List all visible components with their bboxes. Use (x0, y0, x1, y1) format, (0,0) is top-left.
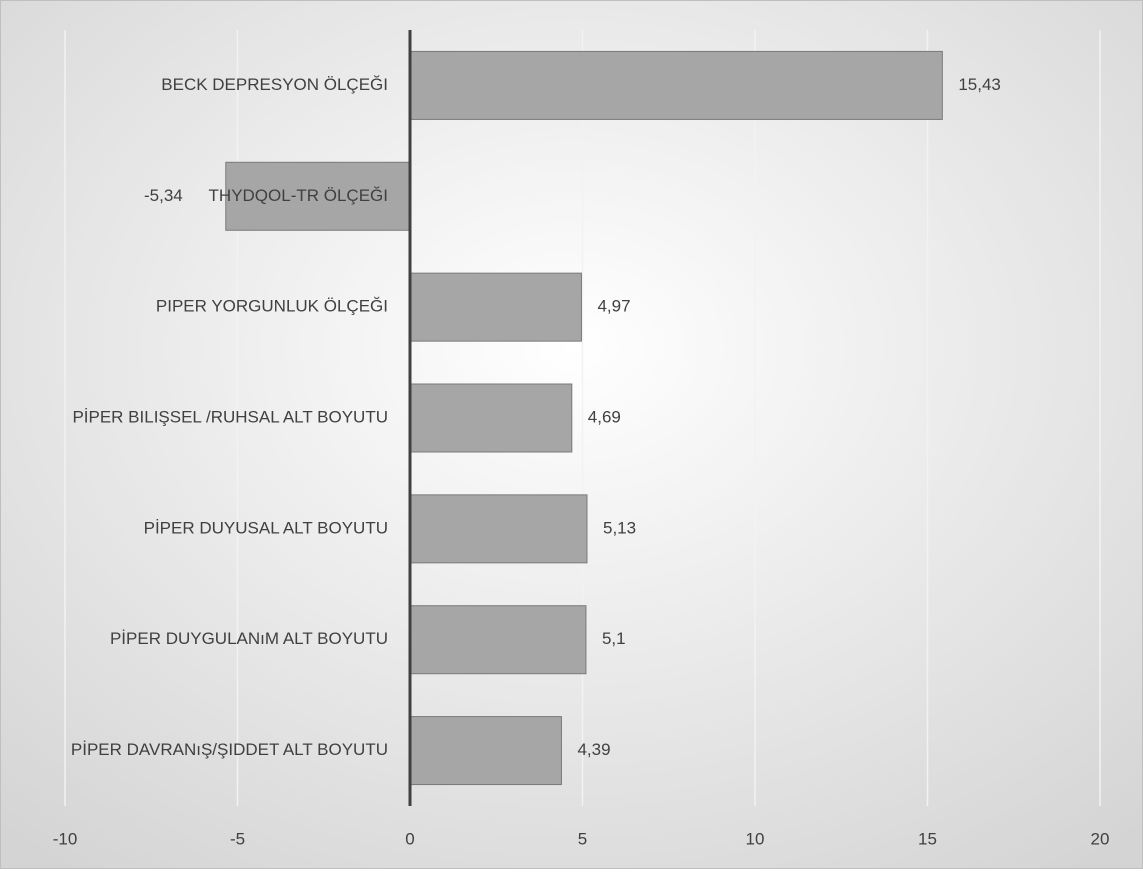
value-label: 4,69 (588, 407, 621, 426)
value-label: 4,39 (577, 740, 610, 759)
x-tick-label: 15 (918, 829, 937, 848)
x-tick-label: 0 (405, 829, 414, 848)
value-label: 5,13 (603, 518, 636, 537)
value-label: -5,34 (144, 186, 183, 205)
category-label: PİPER DUYUSAL ALT BOYUTU (144, 518, 388, 537)
category-label: PİPER DAVRANıŞ/ŞIDDET ALT BOYUTU (71, 740, 388, 759)
category-label: PİPER BILIŞSEL /RUHSAL ALT BOYUTU (72, 407, 388, 426)
bar (409, 383, 573, 453)
x-tick-label: 10 (746, 829, 765, 848)
category-label: BECK DEPRESYON ÖLÇEĞI (161, 75, 388, 94)
category-label: PİPER DUYGULANıM ALT BOYUTU (110, 629, 388, 648)
category-label: THYDQOL-TR ÖLÇEĞI (209, 186, 388, 205)
bar (409, 605, 587, 675)
bar (409, 272, 582, 342)
value-label: 15,43 (958, 75, 1001, 94)
x-tick-label: -5 (230, 829, 245, 848)
bar (409, 716, 562, 786)
x-tick-label: 20 (1091, 829, 1110, 848)
value-label: 4,97 (597, 297, 630, 316)
value-label: 5,1 (602, 629, 626, 648)
category-label: PIPER YORGUNLUK ÖLÇEĞI (156, 297, 388, 316)
x-tick-label: 5 (578, 829, 587, 848)
bar (409, 50, 943, 120)
bar (225, 161, 411, 231)
bar (409, 494, 588, 564)
x-tick-label: -10 (53, 829, 78, 848)
